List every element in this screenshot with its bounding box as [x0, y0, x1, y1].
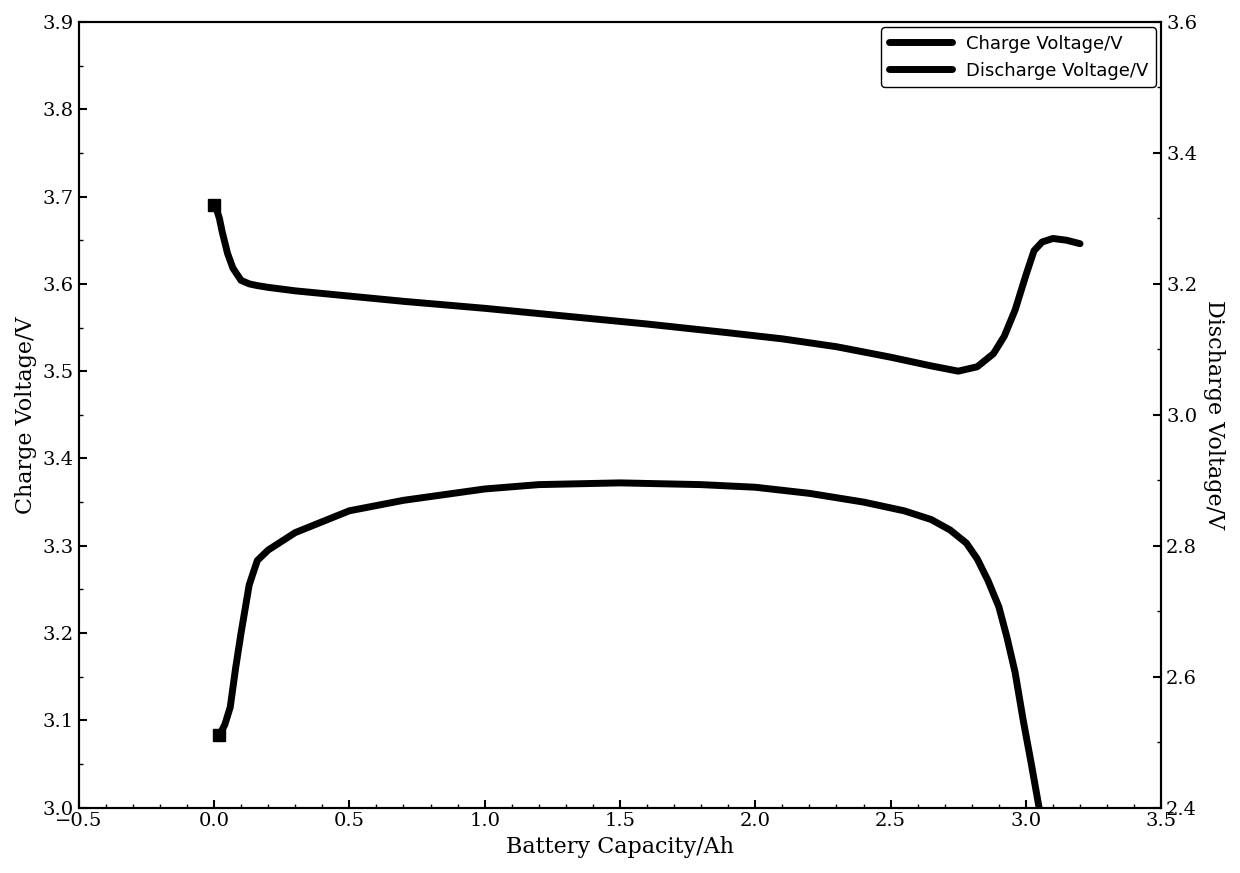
Charge Voltage/V: [226, 263, 241, 273]
Discharge Voltage/V: [1034, 820, 1049, 830]
Discharge Voltage/V: [223, 702, 238, 712]
Discharge Voltage/V: [233, 628, 248, 638]
Y-axis label: Discharge Voltage/V: Discharge Voltage/V: [1203, 300, 1225, 529]
Discharge Voltage/V: [242, 580, 257, 590]
Charge Voltage/V: [288, 285, 303, 296]
Discharge Voltage/V: [260, 545, 275, 555]
Discharge Voltage/V: [342, 505, 357, 516]
Line: Discharge Voltage/V: Discharge Voltage/V: [219, 483, 1085, 873]
Discharge Voltage/V: [748, 482, 763, 492]
Charge Voltage/V: [477, 303, 492, 313]
Charge Voltage/V: [558, 311, 573, 321]
Legend: Charge Voltage/V, Discharge Voltage/V: Charge Voltage/V, Discharge Voltage/V: [882, 27, 1156, 87]
Charge Voltage/V: [1045, 233, 1060, 244]
Discharge Voltage/V: [924, 514, 939, 525]
Discharge Voltage/V: [1024, 759, 1039, 769]
Discharge Voltage/V: [1016, 715, 1030, 725]
Discharge Voltage/V: [999, 632, 1014, 643]
Discharge Voltage/V: [288, 527, 303, 538]
Charge Voltage/V: [1059, 235, 1074, 245]
Charge Voltage/V: [640, 319, 655, 329]
Charge Voltage/V: [997, 331, 1012, 341]
Charge Voltage/V: [212, 213, 227, 223]
Discharge Voltage/V: [897, 505, 911, 516]
Charge Voltage/V: [1073, 238, 1087, 249]
Discharge Voltage/V: [613, 478, 627, 488]
Discharge Voltage/V: [396, 495, 410, 505]
Charge Voltage/V: [720, 327, 735, 338]
Charge Voltage/V: [970, 361, 985, 372]
Discharge Voltage/V: [249, 555, 264, 566]
Discharge Voltage/V: [212, 730, 227, 740]
Discharge Voltage/V: [856, 497, 870, 507]
Charge Voltage/V: [1008, 305, 1023, 315]
Charge Voltage/V: [396, 296, 410, 306]
Discharge Voltage/V: [693, 479, 708, 490]
Charge Voltage/V: [1034, 237, 1049, 247]
Discharge Voltage/V: [970, 553, 985, 564]
Charge Voltage/V: [986, 348, 1001, 359]
Y-axis label: Charge Voltage/V: Charge Voltage/V: [15, 316, 37, 513]
Charge Voltage/V: [924, 361, 939, 371]
Charge Voltage/V: [233, 275, 248, 285]
Charge Voltage/V: [1018, 270, 1033, 280]
Charge Voltage/V: [830, 341, 844, 352]
Charge Voltage/V: [883, 352, 898, 362]
Charge Voltage/V: [951, 366, 966, 376]
Discharge Voltage/V: [802, 488, 817, 498]
Discharge Voltage/V: [228, 663, 243, 673]
Charge Voltage/V: [215, 226, 229, 237]
Charge Voltage/V: [242, 278, 257, 289]
Discharge Voltage/V: [477, 484, 492, 494]
Line: Charge Voltage/V: Charge Voltage/V: [215, 205, 1080, 371]
Charge Voltage/V: [249, 280, 264, 291]
Charge Voltage/V: [260, 282, 275, 292]
Discharge Voltage/V: [1008, 667, 1023, 677]
Charge Voltage/V: [342, 291, 357, 301]
Discharge Voltage/V: [959, 538, 973, 548]
X-axis label: Battery Capacity/Ah: Battery Capacity/Ah: [506, 836, 734, 858]
Charge Voltage/V: [207, 200, 222, 210]
Charge Voltage/V: [1027, 245, 1042, 256]
Discharge Voltage/V: [217, 719, 232, 730]
Discharge Voltage/V: [531, 479, 546, 490]
Discharge Voltage/V: [942, 525, 957, 535]
Discharge Voltage/V: [981, 575, 996, 586]
Charge Voltage/V: [219, 248, 234, 258]
Charge Voltage/V: [210, 204, 224, 215]
Charge Voltage/V: [775, 333, 790, 344]
Discharge Voltage/V: [992, 601, 1007, 612]
